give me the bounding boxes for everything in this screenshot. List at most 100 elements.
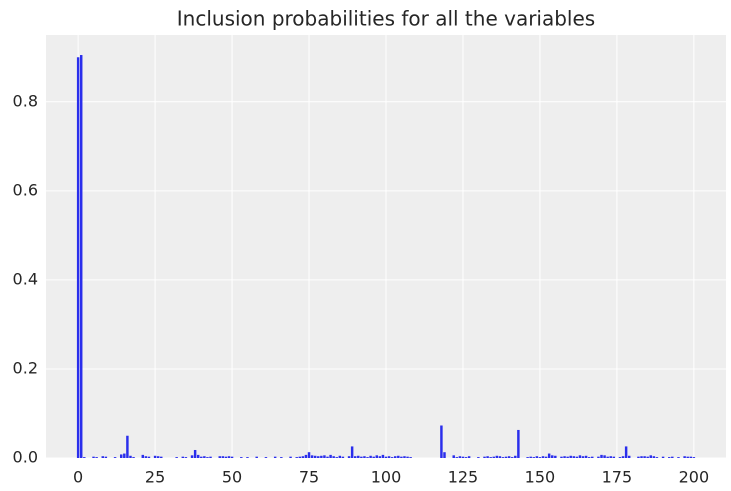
bar (298, 456, 302, 458)
bar (406, 456, 409, 458)
x-tick-label: 150 (525, 468, 556, 487)
bar (683, 456, 686, 458)
bar (264, 457, 268, 458)
bar (578, 455, 582, 458)
bar (246, 457, 249, 458)
bar (224, 456, 228, 458)
bar (357, 455, 360, 458)
bar (123, 453, 126, 458)
bar (498, 456, 502, 458)
bar (200, 456, 203, 458)
bar (541, 456, 545, 458)
bar (692, 457, 696, 458)
bar (606, 456, 609, 458)
bar (394, 456, 397, 458)
bar (332, 456, 335, 458)
bar (317, 456, 320, 458)
bar (624, 446, 628, 458)
bar (255, 456, 258, 458)
bar (554, 455, 557, 458)
bar (538, 457, 542, 458)
y-tick-label: 0.0 (13, 448, 38, 467)
y-tick-label: 0.2 (13, 358, 38, 377)
y-tick-label: 0.8 (13, 91, 38, 110)
bar (532, 457, 536, 458)
bar (477, 457, 480, 458)
bar (190, 455, 194, 458)
bar (120, 454, 123, 458)
bar (535, 456, 539, 458)
bar (526, 457, 529, 458)
bar (514, 455, 517, 458)
bar (289, 456, 292, 458)
bar (101, 456, 105, 458)
bar (369, 455, 372, 458)
bar (452, 455, 455, 458)
bar (104, 456, 108, 458)
bar (489, 457, 492, 458)
bar (230, 456, 234, 458)
bar (409, 457, 412, 458)
bar (79, 55, 83, 459)
bar (350, 446, 354, 458)
bar (510, 457, 514, 458)
bar (378, 456, 382, 458)
bar (440, 425, 443, 458)
bar (227, 456, 231, 458)
bar (153, 455, 157, 458)
bar (387, 456, 391, 458)
bar (547, 453, 551, 458)
bar (591, 456, 594, 458)
bar (403, 456, 406, 458)
bar (529, 456, 532, 458)
bar (575, 456, 579, 458)
bar (501, 457, 505, 458)
x-tick-label: 175 (602, 468, 633, 487)
bar (643, 456, 646, 458)
bar (323, 455, 326, 458)
bar (504, 456, 508, 458)
bar (689, 456, 693, 458)
bar (384, 456, 388, 458)
bar (587, 457, 591, 458)
bar (464, 457, 468, 458)
bar (612, 456, 616, 458)
bar (375, 455, 378, 458)
chart-title: Inclusion probabilities for all the vari… (177, 7, 595, 31)
bar (307, 452, 311, 458)
bar (390, 457, 394, 458)
bar (326, 456, 329, 458)
bar (551, 455, 554, 458)
bar (507, 456, 511, 458)
bar (581, 456, 585, 458)
bar (597, 456, 600, 458)
bar (667, 457, 671, 458)
bar (397, 455, 400, 458)
bar (455, 457, 459, 458)
bar (313, 455, 317, 458)
bar (113, 457, 117, 458)
bar (584, 455, 588, 458)
bar (132, 457, 135, 458)
bar (347, 456, 351, 458)
bar (366, 457, 369, 458)
bar (461, 456, 465, 458)
bar (492, 456, 495, 458)
bar (646, 456, 649, 458)
bar (603, 455, 606, 458)
bar (301, 456, 305, 458)
x-tick-label: 25 (145, 468, 165, 487)
x-tick-label: 0 (73, 468, 83, 487)
bar (196, 454, 200, 458)
bar (627, 455, 631, 458)
bar (175, 457, 178, 458)
bar (569, 455, 572, 458)
bar (193, 449, 197, 458)
bar (495, 455, 499, 458)
bar (338, 455, 342, 458)
bar (160, 456, 163, 458)
y-tick-label: 0.6 (13, 180, 38, 199)
bar (156, 456, 160, 458)
x-tick-label: 50 (222, 468, 242, 487)
